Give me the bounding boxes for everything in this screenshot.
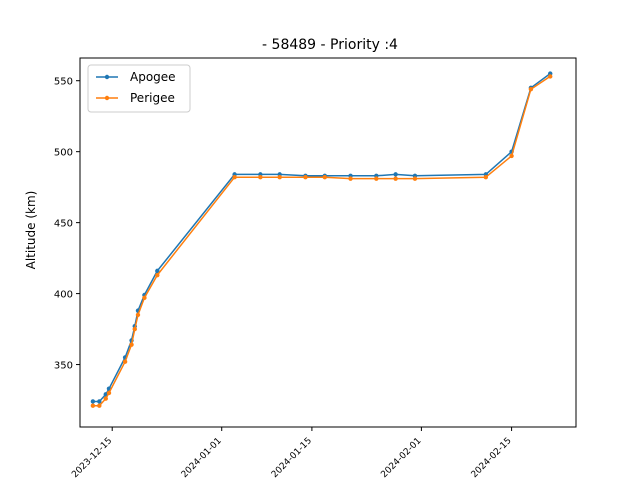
legend: Apogee Perigee (87, 64, 191, 113)
data-point-perigee (303, 175, 308, 180)
y-tick-label: 400 (54, 290, 73, 301)
data-point-perigee (393, 176, 398, 181)
data-point-apogee (155, 268, 160, 274)
data-point-perigee (548, 74, 553, 79)
legend-marker-apogee (104, 74, 110, 80)
data-point-perigee (232, 175, 237, 180)
data-point-perigee (412, 176, 418, 181)
data-point-perigee (277, 175, 282, 180)
data-point-perigee (122, 359, 128, 364)
data-point-apogee (97, 399, 102, 404)
y-tick-label: 500 (54, 148, 73, 159)
data-point-perigee (103, 396, 108, 401)
legend-label-perigee: Perigee (130, 91, 175, 105)
data-point-perigee (528, 87, 534, 92)
legend-marker-perigee (104, 95, 110, 101)
data-point-perigee (483, 175, 489, 180)
data-point-perigee (374, 176, 379, 181)
data-point-apogee (90, 399, 96, 404)
y-tick-label: 450 (54, 219, 73, 230)
data-point-perigee (129, 342, 134, 347)
y-tick-label: 350 (54, 361, 73, 372)
data-point-perigee (155, 272, 160, 278)
data-point-perigee (142, 295, 147, 301)
data-point-perigee (322, 175, 327, 180)
data-point-perigee (348, 176, 353, 181)
data-point-perigee (90, 403, 96, 408)
data-point-perigee (509, 153, 514, 159)
data-point-apogee (393, 172, 398, 177)
data-point-perigee (106, 390, 112, 396)
plot-frame (79, 57, 577, 428)
legend-label-apogee: Apogee (130, 70, 176, 84)
data-point-perigee (258, 175, 263, 180)
y-axis-label: Altitude (km) (24, 191, 38, 270)
y-tick-label: 550 (54, 77, 73, 88)
data-point-perigee (97, 403, 102, 408)
data-point-perigee (132, 326, 137, 332)
data-point-perigee (135, 312, 141, 318)
chart-title: - 58489 - Priority :4 (262, 37, 398, 53)
